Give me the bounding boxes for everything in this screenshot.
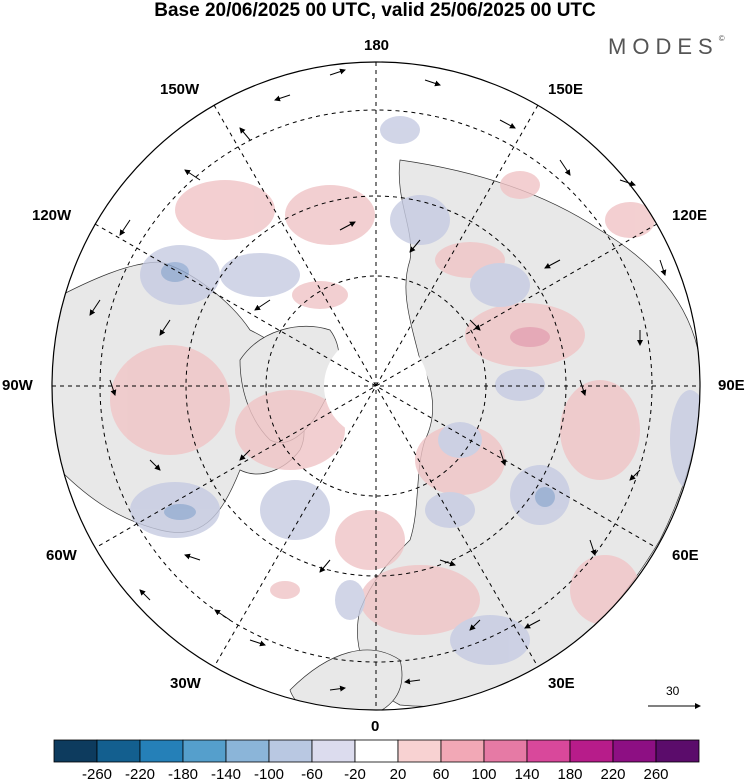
colorbar-tick-label: -140 xyxy=(210,766,242,783)
lon-label-90w: 90W xyxy=(2,377,33,394)
map-title: Base 20/06/2025 00 UTC, valid 25/06/2025… xyxy=(154,0,596,21)
lon-label-60e: 60E xyxy=(672,547,699,564)
lon-label-0: 0 xyxy=(371,718,380,735)
colorbar-swatch xyxy=(182,739,227,763)
modes-logo: MODES© xyxy=(608,34,725,59)
colorbar-tick-label: 140 xyxy=(514,766,540,783)
colorbar-tick-label: 100 xyxy=(471,766,497,783)
colorbar-swatch xyxy=(96,739,141,763)
colorbar-tick-label: 180 xyxy=(557,766,583,783)
lon-label-150w: 150W xyxy=(160,81,200,98)
colorbar xyxy=(53,739,700,763)
colorbar-tick-label: -260 xyxy=(81,766,113,783)
reference-vector-label: 30 xyxy=(666,684,680,698)
colorbar-swatch xyxy=(53,739,98,763)
lon-label-120w: 120W xyxy=(32,207,72,224)
colorbar-swatch xyxy=(354,739,399,763)
colorbar-swatch xyxy=(612,739,657,763)
colorbar-tick-label: 60 xyxy=(432,766,450,783)
colorbar-swatch xyxy=(569,739,614,763)
colorbar-swatch xyxy=(268,739,313,763)
colorbar-tick-label: -60 xyxy=(301,766,323,783)
anomaly-shading xyxy=(110,116,700,665)
lon-label-180: 180 xyxy=(364,37,390,54)
colorbar-tick-label: 20 xyxy=(389,766,407,783)
lon-label-150e: 150E xyxy=(548,81,584,98)
colorbar-swatch xyxy=(139,739,184,763)
colorbar-swatch xyxy=(655,739,700,763)
colorbar-swatch xyxy=(483,739,528,763)
lon-label-120e: 120E xyxy=(672,207,708,224)
lon-label-90e: 90E xyxy=(718,377,745,394)
colorbar-tick-label: 260 xyxy=(643,766,669,783)
lon-label-30w: 30W xyxy=(170,675,201,692)
colorbar-swatch xyxy=(225,739,270,763)
colorbar-tick-label: -220 xyxy=(124,766,156,783)
graticule xyxy=(52,62,700,710)
colorbar-tick-label: 220 xyxy=(600,766,626,783)
colorbar-swatch xyxy=(311,739,356,763)
lon-label-60w: 60W xyxy=(46,547,77,564)
colorbar-tick-label: -180 xyxy=(167,766,199,783)
colorbar-swatch xyxy=(397,739,442,763)
wind-vectors xyxy=(89,68,667,692)
map-boundary xyxy=(51,61,701,711)
colorbar-tick-label: -20 xyxy=(344,766,366,783)
colorbar-swatch xyxy=(526,739,571,763)
colorbar-tick-label: -100 xyxy=(253,766,285,783)
colorbar-swatch xyxy=(440,739,485,763)
lon-label-30e: 30E xyxy=(548,675,575,692)
